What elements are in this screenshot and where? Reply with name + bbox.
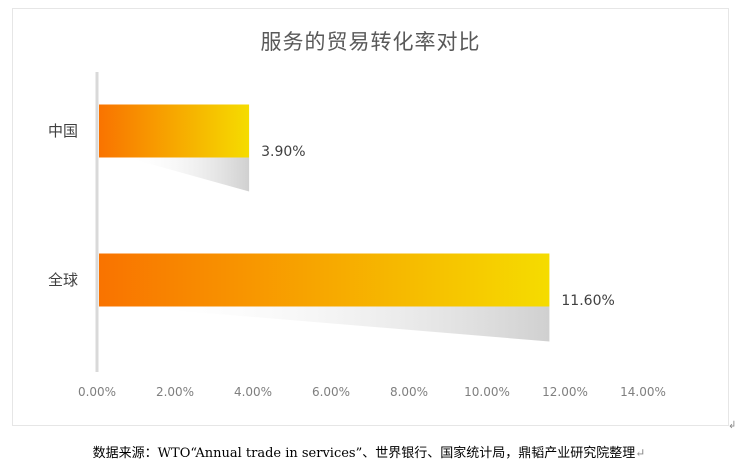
x-tick-label: 14.00% [620, 385, 666, 399]
data-label: 3.90% [261, 144, 305, 160]
source-text: 数据来源：WTO“Annual trade in services”、世界银行、… [92, 446, 636, 461]
x-tick-label: 6.00% [312, 385, 350, 399]
x-tick-label: 12.00% [542, 385, 588, 399]
data-label: 11.60% [561, 293, 614, 309]
bar-shadow [127, 306, 550, 342]
x-tick-label: 10.00% [464, 385, 510, 399]
category-label: 全球 [48, 271, 78, 289]
chart-frame [12, 8, 729, 426]
x-tick-label: 2.00% [156, 385, 194, 399]
chart-title: 服务的贸易转化率对比 [260, 30, 481, 54]
x-tick-label: 0.00% [78, 385, 116, 399]
x-tick-label: 4.00% [234, 385, 272, 399]
return-arrow-icon: ↲ [728, 420, 737, 431]
category-label: 中国 [48, 122, 78, 140]
bar-shadow [127, 157, 250, 192]
source-note: 数据来源：WTO“Annual trade in services”、世界银行、… [0, 442, 738, 461]
paragraph-mark-icon: ↵ [635, 446, 646, 460]
x-tick-label: 8.00% [390, 385, 428, 399]
bar [99, 104, 250, 158]
bar [99, 253, 550, 307]
